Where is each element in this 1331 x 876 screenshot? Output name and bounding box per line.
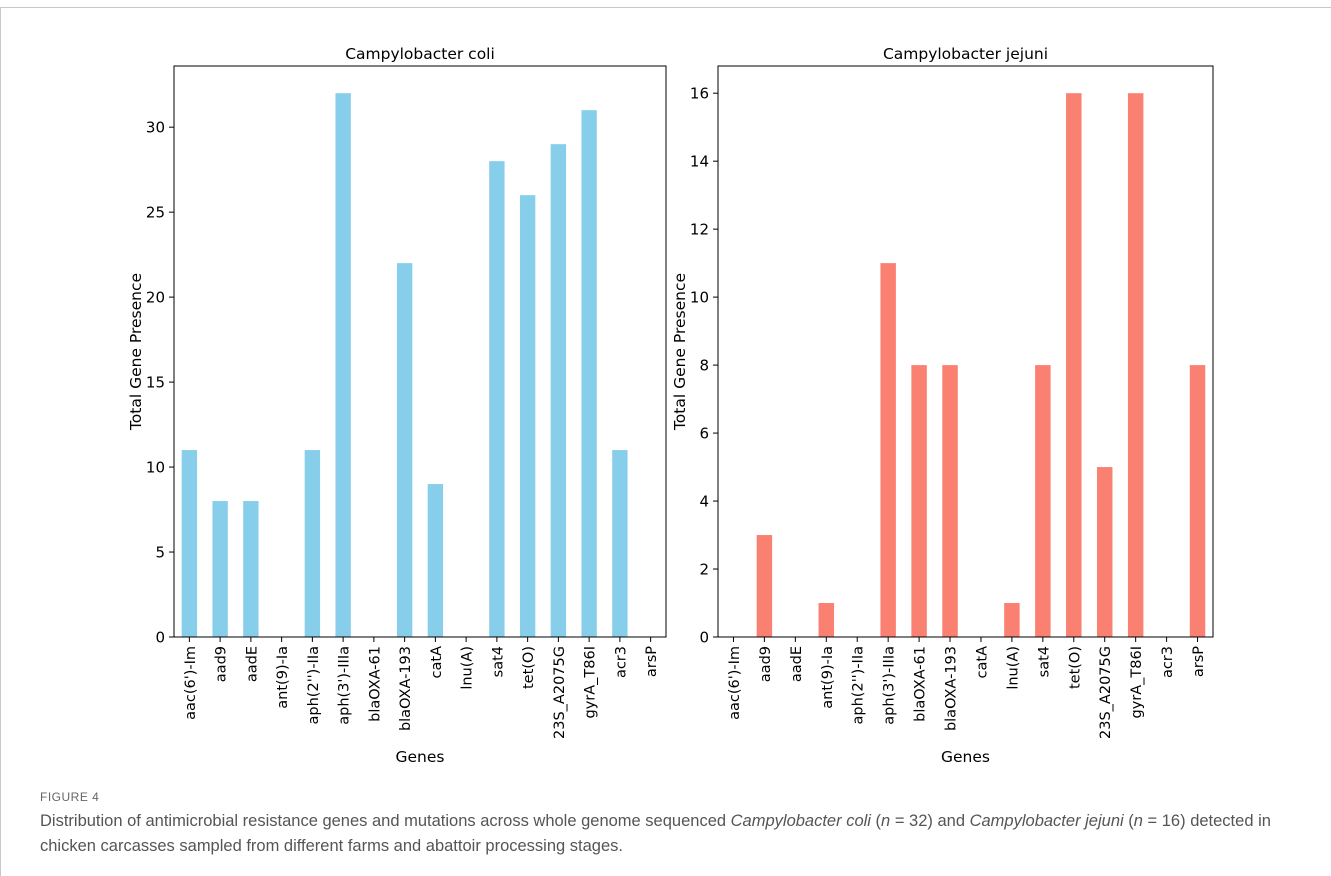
- x-tick-label: sat4: [490, 646, 506, 677]
- x-axis-label: Genes: [396, 748, 445, 766]
- x-tick-label: arsP: [1191, 646, 1207, 677]
- y-tick-label: 12: [690, 221, 709, 239]
- x-tick-label: sat4: [1036, 646, 1052, 677]
- x-tick-label: aph(3')-IIIa: [337, 646, 353, 725]
- x-tick-label: ant(9)-Ia: [820, 646, 836, 709]
- y-axis-label: Total Gene Presence: [671, 273, 689, 431]
- x-tick-label: aph(3')-IIIa: [882, 646, 898, 725]
- chart-title: Campylobacter jejuni: [883, 45, 1048, 63]
- x-tick-label: ant(9)-Ia: [275, 646, 291, 709]
- x-tick-label: aph(2'')-IIa: [306, 646, 322, 724]
- y-tick-label: 10: [690, 289, 709, 307]
- chart-panel-1: 0 5 10 15 20 25 30 aac(6')-Im aad9 aadE ant(9)-Ia a…: [127, 45, 667, 766]
- y-tick-label: 4: [699, 493, 709, 511]
- y-tick-label: 25: [146, 204, 165, 222]
- x-tick-label: catA: [974, 646, 990, 679]
- y-tick-label: 6: [699, 425, 709, 443]
- y-tick-label: 2: [699, 561, 709, 579]
- x-tick-label: blaOXA-61: [367, 646, 383, 722]
- bar-sat4: [1035, 365, 1051, 637]
- x-tick-label: acr3: [613, 646, 629, 678]
- caption-species-coli: Campylobacter coli: [730, 812, 871, 830]
- x-tick-label: tet(O): [1067, 646, 1083, 689]
- x-tick-label: lnu(A): [460, 646, 476, 690]
- bar-aac(6')-Im: [181, 450, 198, 637]
- x-tick-label: aac(6')-Im: [183, 646, 199, 720]
- x-tick-label: aph(2'')-IIa: [851, 646, 867, 724]
- x-tick-label: catA: [429, 646, 445, 679]
- bar-aadE: [243, 501, 259, 637]
- bar-blaOXA-61: [911, 365, 927, 637]
- y-tick-label: 16: [690, 85, 709, 103]
- bar-aad9: [756, 535, 773, 637]
- bar-aph(3')-IIIa: [335, 93, 351, 637]
- bar-tet(O): [519, 195, 536, 637]
- bar-aph(2'')-IIa: [304, 450, 321, 637]
- chart-title: Campylobacter coli: [345, 45, 495, 63]
- x-tick-label: 23S_A2075G: [552, 646, 568, 739]
- x-axis-label: Genes: [941, 748, 990, 766]
- bar-aph(3')-IIIa: [880, 263, 896, 637]
- x-tick-label: arsP: [644, 646, 660, 677]
- y-tick-label: 14: [690, 153, 709, 171]
- bar-arsP: [1189, 365, 1206, 637]
- x-tick-label: acr3: [1160, 646, 1176, 678]
- bar-gyrA_T86I: [1127, 93, 1144, 637]
- y-tick-label: 30: [146, 119, 165, 137]
- y-tick-label: 20: [146, 289, 165, 307]
- figure-border-left: [0, 7, 1, 876]
- x-tick-label: aad9: [758, 646, 774, 682]
- figure-caption: Distribution of antimicrobial resistance…: [40, 812, 1271, 855]
- figure-border-top: [0, 7, 1331, 8]
- figure-label: FIGURE 4: [40, 790, 100, 804]
- x-tick-label: lnu(A): [1005, 646, 1021, 690]
- y-axis-label: Total Gene Presence: [127, 273, 145, 431]
- y-tick-label: 5: [155, 544, 165, 562]
- y-tick-label: 10: [146, 459, 165, 477]
- y-tick-label: 0: [699, 629, 709, 647]
- bar-blaOXA-193: [396, 263, 413, 637]
- y-tick-label: 0: [155, 629, 165, 647]
- bar-lnu(A): [1004, 603, 1020, 637]
- x-tick-label: 23S_A2075G: [1098, 646, 1114, 739]
- x-tick-label: gyrA_T86I: [583, 646, 599, 719]
- x-tick-label: blaOXA-193: [398, 646, 414, 731]
- bar-sat4: [489, 161, 505, 638]
- bar-blaOXA-193: [942, 365, 958, 637]
- bar-ant(9)-Ia: [818, 603, 835, 637]
- bar-acr3: [612, 450, 628, 637]
- y-tick-label: 15: [146, 374, 165, 392]
- plot-frame: [717, 65, 1214, 638]
- y-tick-label: 8: [699, 357, 709, 375]
- bar-23S_A2075G: [550, 144, 567, 638]
- x-tick-label: blaOXA-61: [913, 646, 929, 722]
- x-tick-label: aadE: [789, 646, 805, 682]
- x-tick-label: aadE: [244, 646, 260, 682]
- x-tick-label: blaOXA-193: [944, 646, 960, 731]
- bar-23S_A2075G: [1096, 467, 1113, 637]
- caption-species-jejuni: Campylobacter jejuni: [969, 812, 1124, 830]
- x-tick-label: tet(O): [521, 646, 537, 689]
- bar-gyrA_T86I: [581, 110, 597, 638]
- plot-frame: [173, 65, 667, 638]
- chart-panel-2: 0 2 4 6 8 10 12 14 16 aac(6')-Im aad9 aadE ant(9)-Ia…: [671, 45, 1214, 766]
- x-tick-label: aac(6')-Im: [727, 646, 743, 720]
- x-tick-label: aad9: [214, 646, 230, 682]
- bar-aad9: [212, 501, 228, 637]
- bar-tet(O): [1066, 93, 1082, 637]
- bar-catA: [427, 484, 444, 637]
- x-tick-label: gyrA_T86I: [1129, 646, 1145, 719]
